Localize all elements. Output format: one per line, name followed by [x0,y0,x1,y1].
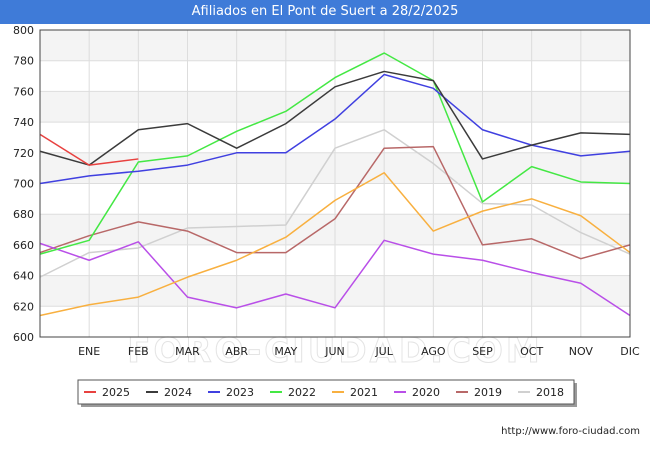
y-tick-label: 740 [13,116,34,129]
legend-label-2021: 2021 [350,386,378,399]
legend-label-2020: 2020 [412,386,440,399]
series-line-2021 [39,172,631,317]
series-line-2019 [39,145,631,260]
y-tick-label: 700 [13,178,34,191]
x-axis-ticks: ENE FEB MAR ABR MAY JUN JUL AGO SEP OCT NOV DIC [78,345,640,358]
x-tick-label: JUL [374,345,393,358]
series-line-2024 [39,70,631,166]
x-tick-label: AGO [421,345,446,358]
y-tick-label: 780 [13,55,34,68]
y-tick-label: 660 [13,239,34,252]
y-tick-label: 600 [13,331,34,344]
y-tick-label: 800 [13,24,34,37]
x-tick-label: SEP [472,345,493,358]
y-tick-label: 760 [13,85,34,98]
y-tick-label: 680 [13,208,34,221]
x-tick-label: MAY [274,345,297,358]
legend-label-2024: 2024 [164,386,192,399]
plot-frame [39,29,631,338]
source-url: http://www.foro-ciudad.com [501,426,640,437]
x-tick-label: NOV [569,345,594,358]
legend: 2025 2024 2023 2022 2021 2020 2019 2018 [77,379,577,407]
chart-title: Afiliados en El Pont de Suert a 28/2/202… [0,0,650,24]
x-tick-label: JUN [324,345,345,358]
x-tick-label: ENE [78,345,100,358]
y-axis-ticks: 600 620 640 660 680 700 720 740 760 780 800 [13,24,34,344]
x-tick-label: DIC [620,345,640,358]
y-tick-label: 620 [13,300,34,313]
series-line-2022 [39,52,631,255]
series-line-2020 [39,239,631,317]
legend-box [77,379,575,405]
series-line-2025 [39,133,139,166]
legend-label-2018: 2018 [536,386,564,399]
legend-label-2023: 2023 [226,386,254,399]
series-line-2018 [39,129,631,278]
y-tick-label: 640 [13,270,34,283]
legend-label-2025: 2025 [102,386,130,399]
y-tick-label: 720 [13,147,34,160]
x-tick-label: MAR [175,345,200,358]
series-lines [39,52,631,317]
legend-label-2022: 2022 [288,386,316,399]
x-tick-label: ABR [225,345,248,358]
x-tick-label: FEB [128,345,149,358]
x-tick-label: OCT [520,345,543,358]
legend-label-2019: 2019 [474,386,502,399]
